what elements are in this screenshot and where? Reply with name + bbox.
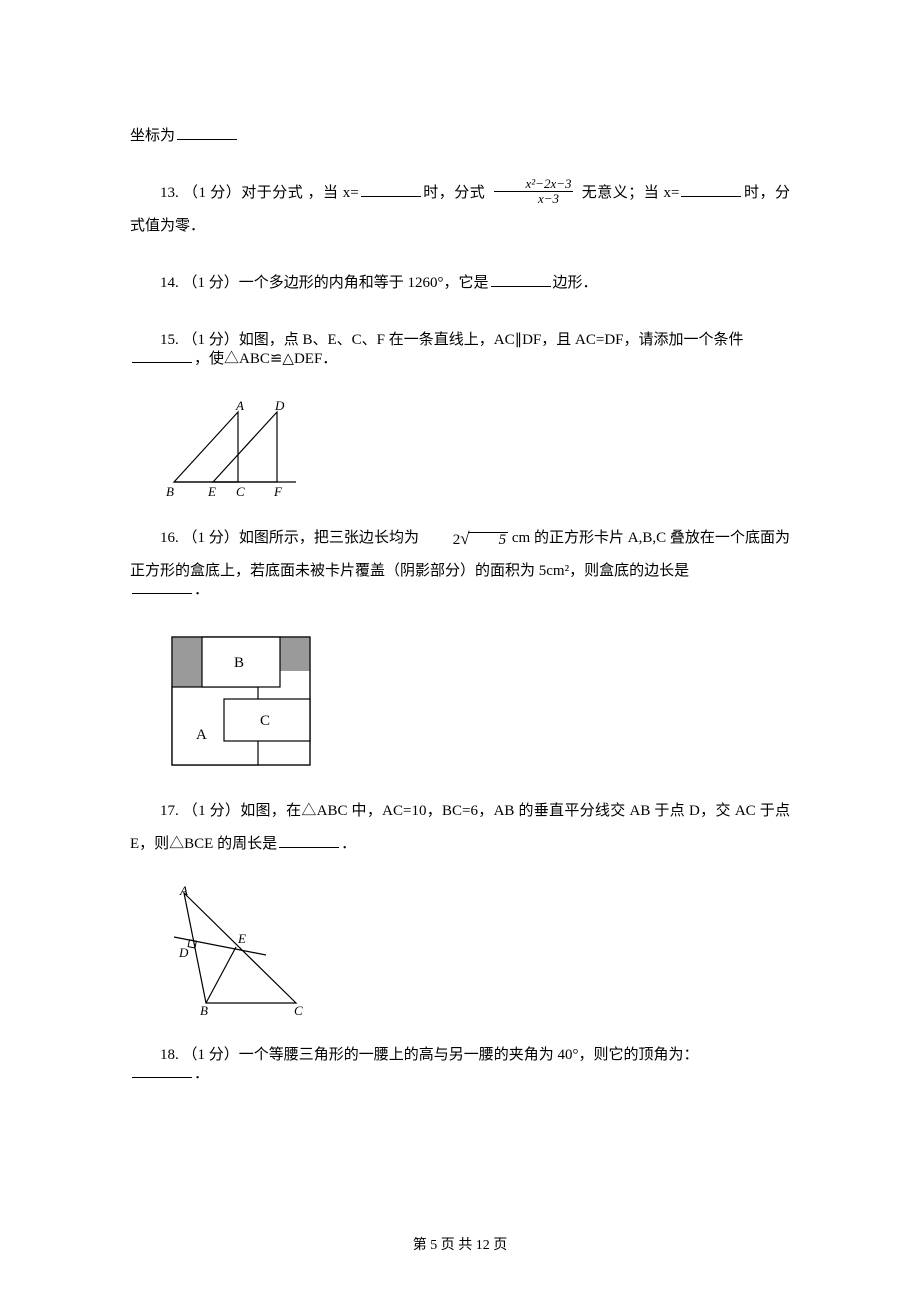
q16-tail: ． (194, 582, 209, 598)
label-b: B (166, 484, 174, 498)
label-a: A (196, 727, 207, 743)
blank (491, 271, 551, 287)
label-c: C (236, 484, 245, 498)
frac-num: x²−2x−3 (494, 177, 574, 192)
q18-text: 18. （1 分）一个等腰三角形的一腰上的高与另一腰的夹角为 40°，则它的顶角… (160, 1047, 699, 1063)
q14-tail: 边形． (553, 275, 598, 291)
q13-prefix: 13. （1 分）对于分式 ，当 x= (160, 185, 359, 201)
q17-text: 17. （1 分）如图，在△ABC 中，AC=10，BC=6，AB 的垂直平分线… (130, 803, 790, 852)
fraction: x²−2x−3x−3 (494, 177, 574, 205)
label-d: D (274, 400, 285, 413)
label-e: E (207, 484, 216, 498)
q16-pre: 16. （1 分）如图所示，把三张边长均为 (160, 530, 423, 546)
q17-tail: ． (341, 836, 356, 852)
label-a: A (179, 885, 188, 898)
blank (132, 578, 192, 594)
label-b: B (234, 655, 244, 671)
blank (361, 181, 421, 197)
q17-svg: A D E B C (166, 885, 321, 1015)
blank (132, 1062, 192, 1078)
frac-den: x−3 (494, 192, 574, 206)
label-d: D (178, 945, 189, 960)
blank (177, 124, 237, 140)
q16-svg: B A C (166, 631, 316, 771)
q12-tail-text: 坐标为 (130, 128, 175, 144)
q15-svg: A D B E C F (166, 400, 321, 498)
label-e: E (237, 931, 246, 946)
sqrt-rad: 5 (468, 532, 509, 548)
page-footer: 第 5 页 共 12 页 (0, 1235, 920, 1256)
label-c: C (260, 713, 270, 729)
q14-prefix: 14. （1 分）一个多边形的内角和等于 1260°，它是 (160, 275, 489, 291)
label-a: A (235, 400, 244, 413)
q16-figure: B A C (166, 631, 790, 771)
q13-mid2: 无意义；当 x= (577, 185, 679, 201)
q17-figure: A D E B C (166, 885, 790, 1015)
blank (132, 347, 192, 363)
q14: 14. （1 分）一个多边形的内角和等于 1260°，它是 边形． (130, 267, 790, 300)
blank (279, 832, 339, 848)
q12-tail: 坐标为 (130, 120, 790, 153)
q15-line2: ，使△ABC≌△DEF． (194, 351, 337, 367)
label-b: B (200, 1003, 208, 1015)
q18: 18. （1 分）一个等腰三角形的一腰上的高与另一腰的夹角为 40°，则它的顶角… (130, 1039, 790, 1072)
sqrt-expr: 2√5 (423, 530, 508, 548)
q13: 13. （1 分）对于分式 ，当 x= 时，分式 x²−2x−3x−3 无意义；当… (130, 177, 790, 243)
q13-mid1: 时，分式 (423, 185, 490, 201)
q15-figure: A D B E C F (166, 400, 790, 498)
q18-tail: ． (194, 1066, 209, 1082)
label-f: F (273, 484, 283, 498)
blank (681, 181, 741, 197)
q17: 17. （1 分）如图，在△ABC 中，AC=10，BC=6，AB 的垂直平分线… (130, 795, 790, 861)
label-c: C (294, 1003, 303, 1015)
